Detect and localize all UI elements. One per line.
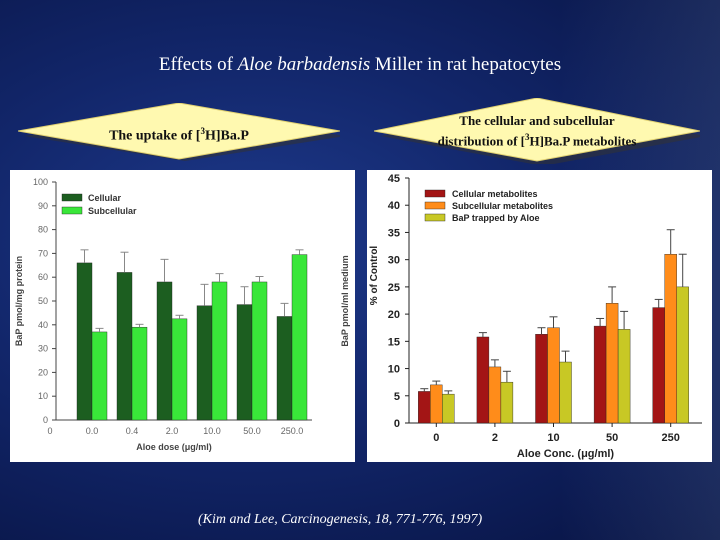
bar-subcellular [291, 254, 308, 421]
y-tick-label: 25 [388, 282, 400, 294]
slide-title: Effects of Aloe barbadensis Miller in ra… [0, 54, 720, 76]
x-tick-label: 50.0 [243, 426, 261, 436]
y-tick-label: 80 [38, 225, 48, 235]
bar-series-3 [559, 361, 572, 424]
x-axis-label: Aloe dose (μg/ml) [136, 442, 212, 452]
legend-label: Cellular [88, 193, 122, 203]
x-tick-label: 2 [492, 432, 498, 444]
citation: (Kim and Lee, Carcinogenesis, 18, 771-77… [198, 512, 483, 527]
y-tick-label: 35 [388, 227, 400, 239]
bar-series-2 [605, 303, 619, 424]
right-chart: 0 5 10 15 20 25 30 35 40 45 % of Control 0 2 10 50 250 A… [369, 173, 702, 460]
y-tick-label: 10 [388, 364, 400, 376]
x-tick-label: 10.0 [203, 426, 221, 436]
y-tick-label: 10 [38, 391, 48, 401]
y-tick-label: 30 [38, 344, 48, 354]
y-tick-label: 15 [388, 336, 400, 348]
right-banner: The cellular and subcellular distributio… [374, 98, 700, 164]
title-text-italic: Aloe barbadensis [237, 54, 371, 75]
bar-series-3 [617, 329, 631, 424]
right-banner-label: The cellular and subcellular distributio… [437, 113, 637, 149]
y-axis-label: BaP pmol/mg protein [14, 256, 24, 346]
legend-swatch [61, 193, 83, 202]
bar-cellular [116, 272, 133, 421]
left-chart-panel: 0 10 20 30 40 50 60 70 80 90 100 BaP pmol/mg protei… [10, 170, 355, 462]
bar-cellular [236, 304, 253, 421]
bar-series-1 [593, 325, 607, 424]
legend-swatch [61, 206, 83, 215]
y-tick-label: 0 [43, 415, 48, 425]
y-tick-label: 90 [38, 201, 48, 211]
bar-subcellular [211, 281, 228, 421]
x-zero-label: 0 [47, 426, 52, 436]
bar-series-3 [500, 381, 514, 424]
y-tick-label: 100 [33, 177, 48, 187]
y-tick-label: 0 [394, 418, 400, 430]
y-tick-label: 30 [388, 255, 400, 267]
title-text-1: Effects of [158, 54, 238, 75]
y-tick-label: 50 [38, 296, 48, 306]
legend-swatch [424, 189, 446, 198]
right-banner-shape [374, 98, 700, 164]
x-tick-label: 250 [662, 432, 680, 444]
bar-cellular [156, 281, 173, 421]
bar-cellular [196, 305, 213, 421]
bar-series-3 [676, 286, 689, 424]
y-tick-label: 45 [388, 173, 400, 185]
y-tick-label: 60 [38, 272, 48, 282]
left-chart: 0 10 20 30 40 50 60 70 80 90 100 BaP pmol/mg protei… [14, 177, 350, 452]
x-tick-label: 0 [433, 432, 439, 444]
bar-series-1 [535, 334, 548, 424]
bar-series-1 [476, 336, 490, 424]
bar-series-1 [418, 391, 431, 424]
bar-subcellular [91, 331, 108, 421]
y-tick-label: 20 [38, 367, 48, 377]
bar-subcellular [171, 318, 188, 421]
x-tick-label: 50 [606, 432, 618, 444]
left-banner: The uptake of [3H]Ba.P [18, 103, 340, 163]
legend-label: BaP trapped by Aloe [452, 213, 540, 223]
legend-swatch [424, 213, 446, 222]
title-text-2: Miller in rat hepatocytes [370, 54, 562, 75]
y-tick-label: 5 [394, 391, 400, 403]
x-tick-label: 0.4 [126, 426, 139, 436]
bar-series-3 [442, 393, 455, 424]
y-tick-label: 40 [388, 200, 400, 212]
bar-series-2 [430, 384, 443, 424]
bar-cellular [276, 316, 293, 421]
bar-series-2 [488, 366, 502, 424]
x-tick-label: 0.0 [86, 426, 99, 436]
left-banner-shape [18, 103, 340, 161]
bar-subcellular [131, 326, 148, 421]
x-tick-label: 250.0 [281, 426, 304, 436]
y-tick-label: 40 [38, 320, 48, 330]
x-axis-label: Aloe Conc. (μg/ml) [517, 448, 615, 460]
x-tick-label: 10 [547, 432, 559, 444]
bar-series-2 [547, 327, 560, 424]
legend-swatch [424, 201, 446, 210]
right-chart-panel: 0 5 10 15 20 25 30 35 40 45 % of Control 0 2 10 50 250 A… [367, 170, 712, 462]
legend-label: Cellular metabolites [452, 189, 538, 199]
legend-label: Subcellular [88, 206, 137, 216]
left-banner-label: The uptake of [3H]Ba.P [109, 126, 249, 144]
bar-subcellular [251, 281, 268, 421]
y-axis-label-right: BaP pmol/ml medium [340, 255, 350, 346]
legend-label: Subcellular metabolites [452, 201, 553, 211]
bar-cellular [76, 262, 93, 421]
y-axis-label: % of Control [369, 246, 380, 306]
bar-series-1 [652, 307, 665, 424]
y-tick-label: 70 [38, 248, 48, 258]
bar-series-2 [664, 254, 677, 424]
x-tick-label: 2.0 [166, 426, 179, 436]
y-tick-label: 20 [388, 309, 400, 321]
